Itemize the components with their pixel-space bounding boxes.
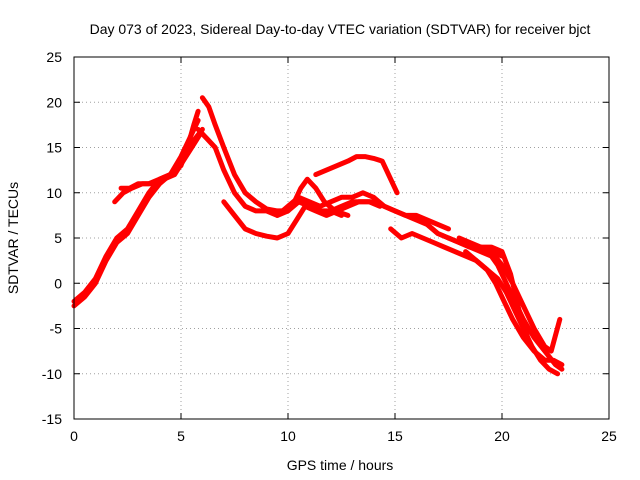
tick-layer: 0 5 10 15 20 25 -15 -10 -5 0 5 10 15 20 25 (42, 49, 617, 444)
x-tick-label: 0 (70, 428, 78, 444)
y-tick-label: 15 (46, 140, 62, 156)
x-axis-label: GPS time / hours (287, 457, 394, 473)
x-tick-label: 5 (177, 428, 185, 444)
series-track-8 (313, 154, 400, 196)
y-tick-label: 5 (54, 230, 62, 246)
chart-title: Day 073 of 2023, Sidereal Day-to-day VTE… (90, 21, 591, 37)
y-tick-label: 10 (46, 185, 62, 201)
y-tick-label: -15 (42, 411, 62, 427)
y-tick-label: 20 (46, 94, 62, 110)
x-tick-label: 25 (601, 428, 617, 444)
grid-layer (74, 57, 609, 419)
series-track-1 (71, 108, 201, 304)
series-track-9 (274, 190, 451, 232)
series-track-15 (456, 235, 531, 341)
y-tick-label: -5 (50, 321, 63, 337)
series-track-4 (118, 117, 201, 191)
y-tick-label: 25 (46, 49, 62, 65)
y-tick-label: -10 (42, 366, 62, 382)
x-tick-label: 15 (387, 428, 403, 444)
x-tick-label: 20 (494, 428, 510, 444)
x-tick-label: 10 (280, 428, 296, 444)
series-track-5 (199, 95, 351, 218)
series-track-13 (446, 235, 563, 354)
series-layer (71, 95, 565, 377)
y-axis-label: SDTVAR / TECUs (5, 182, 21, 294)
y-tick-label: 0 (54, 275, 62, 291)
series-track-14 (463, 249, 565, 368)
